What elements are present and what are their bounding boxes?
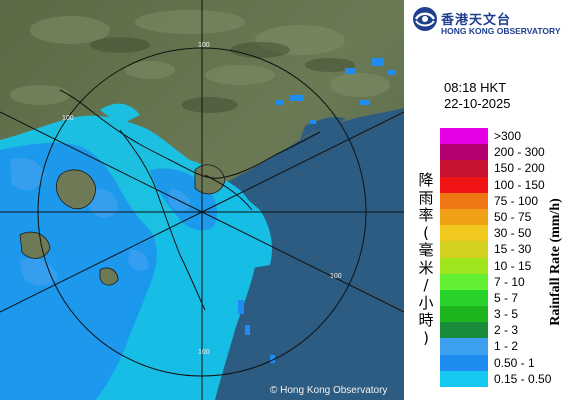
legend-color-swatch <box>440 241 488 258</box>
legend-range-label: 10 - 15 <box>494 258 532 273</box>
legend-range-label: 0.15 - 0.50 <box>494 371 552 386</box>
legend-range-label: 150 - 200 <box>494 161 545 176</box>
range-label-south: 100 <box>198 349 210 356</box>
copyright-notice: © Hong Kong Observatory <box>270 385 388 396</box>
legend-color-swatch <box>440 306 488 323</box>
legend-panel: 香港天文台 HONG KONG OBSERVATORY 08:18 HKT 22… <box>404 0 577 400</box>
legend-color-swatch <box>440 144 488 161</box>
org-name-chinese: 香港天文台 <box>441 13 512 28</box>
legend-color-swatch <box>440 289 488 307</box>
legend-range-label: 3 - 5 <box>494 307 519 322</box>
legend-range-label: 5 - 7 <box>494 290 519 305</box>
legend-range-label: >300 <box>494 129 522 143</box>
legend-range-label: 1 - 2 <box>494 339 519 354</box>
bay-area <box>300 117 345 140</box>
legend-color-swatch <box>440 338 488 355</box>
legend-axis-label-english: Rainfall Rate (mm/h) <box>548 198 563 326</box>
legend-color-swatch <box>440 322 488 339</box>
legend-range-label: 7 - 10 <box>494 274 525 289</box>
terrain-texture <box>10 10 390 105</box>
rain-echo-heavy <box>10 158 191 286</box>
legend-range-label: 0.50 - 1 <box>494 355 535 370</box>
legend-color-swatch <box>440 176 488 193</box>
legend-range-label: 75 - 100 <box>494 193 539 208</box>
legend-range-label: 200 - 300 <box>494 145 545 160</box>
rain-echo-scattered <box>238 58 396 363</box>
legend-axis-label-chinese: 降雨率(毫米 / 小時) <box>418 171 434 347</box>
radar-map: 100 100 100 100 © Hong Kong Observatory <box>0 0 404 400</box>
range-label-north: 100 <box>198 42 210 49</box>
range-label-northwest: 100 <box>62 115 74 122</box>
legend-color-swatch <box>440 370 488 387</box>
range-label-east: 100 <box>330 273 342 280</box>
legend-range-label: 30 - 50 <box>494 226 532 241</box>
legend-color-swatch <box>440 160 488 177</box>
legend-color-swatch <box>440 128 488 145</box>
range-rings <box>0 0 404 400</box>
legend-color-swatch <box>440 208 488 226</box>
observation-date: 22-10-2025 <box>444 96 511 111</box>
org-name-english: HONG KONG OBSERVATORY <box>441 26 561 36</box>
observatory-logo-icon <box>413 7 437 31</box>
observation-time: 08:18 HKT <box>444 80 507 95</box>
legend-range-label: 50 - 75 <box>494 209 532 224</box>
legend-color-swatch <box>440 257 488 274</box>
legend-range-label: 100 - 150 <box>494 177 545 192</box>
legend-range-label: 15 - 30 <box>494 242 532 257</box>
legend-color-swatch <box>440 354 488 371</box>
legend-color-swatch <box>440 192 488 209</box>
radar-map-canvas: 100 100 100 100 <box>0 0 404 400</box>
legend-color-swatch <box>440 225 488 242</box>
range-ring-labels: 100 100 100 100 <box>62 42 342 356</box>
legend-range-label: 2 - 3 <box>494 323 519 338</box>
coastlines <box>59 89 321 311</box>
legend-color-swatch <box>440 273 488 290</box>
